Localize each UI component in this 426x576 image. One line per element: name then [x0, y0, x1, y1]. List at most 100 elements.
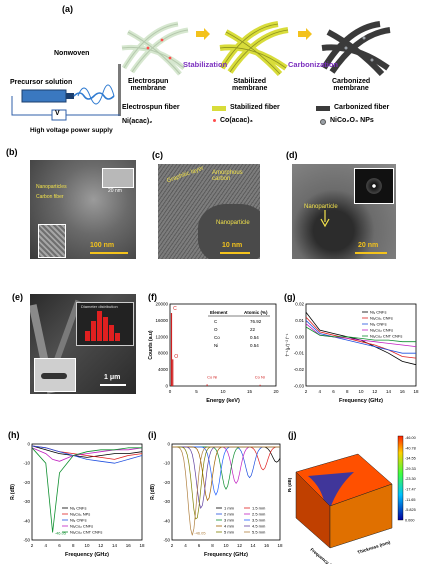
panel-j-colorbar-tick: -40.78 [405, 446, 416, 450]
panel-g-x-tick-label: 14 [386, 389, 392, 394]
panel-g-x-tick-label: 6 [332, 389, 335, 394]
panel-f-peak-coni-1-label: Co Ni [207, 375, 217, 380]
panel-a: (a) Precursor solution Nonwoven V High v… [0, 0, 426, 142]
panel-b-note-nanoparticles: Nanoparticles [36, 184, 67, 190]
high-voltage-label: High voltage power supply [30, 127, 113, 134]
panel-h-legend-entry: Ni₁Co₁ NPs [70, 512, 90, 517]
panel-f-x-tick-label: 10 [220, 389, 226, 394]
panel-h-x-tick-label: 16 [126, 543, 132, 548]
panel-f-x-tick-label: 15 [247, 389, 253, 394]
legend-co-acac-dot [213, 119, 216, 122]
panel-h-y-tick-label: -50 [23, 538, 30, 543]
panel-j-label: (j) [288, 430, 297, 440]
panel-i-x-tick-label: 2 [171, 543, 174, 548]
legend-co-acac: Co(acac)₃ [220, 117, 253, 124]
panel-i-rl-thickness-chart: 0 -10 -20 -30 -40 -502 4 6 8 10 12 14 16 18 Rₗ (dB) Fre… [150, 442, 283, 559]
panel-i-x-tick-label: 18 [277, 543, 283, 548]
panel-f-y-tick-label: 8000 [158, 351, 169, 356]
panel-g-x-axis-label: Frequency (GHz) [339, 398, 383, 404]
electrospinning-setup-diagram [11, 64, 121, 121]
panel-b-tem-image: Nanoparticles Carbon fiber 20 nm [30, 160, 136, 259]
panel-a-label: (a) [62, 4, 73, 14]
legend-electrospun-fiber: Electrospun fiber [122, 104, 180, 111]
panel-i-y-tick-label: -50 [163, 538, 170, 543]
panel-f-label: (f) [148, 292, 157, 302]
panel-i-min-label: -46.05 [194, 530, 206, 535]
panel-i-plot-frame [171, 443, 281, 541]
panel-g-legend-entry: Ni₁ CNFs [370, 310, 386, 315]
panel-i-x-tick-label: 14 [250, 543, 256, 548]
panel-i-y-tick-label: -40 [163, 518, 170, 523]
panel-g-label: (g) [284, 292, 296, 302]
panel-h-y-axis-label: Rₗ (dB) [10, 484, 16, 500]
panel-i-x-tick-label: 8 [211, 543, 214, 548]
panel-g-x-tick-label: 18 [413, 389, 419, 394]
panel-f-y-axis-label: Counts (a.u) [148, 330, 154, 359]
panel-e-scale-text: 1 μm [104, 374, 121, 381]
panel-f-table-cell-atomic: 0.54 [250, 335, 259, 340]
panel-b-scale-text: 100 nm [90, 242, 115, 249]
panel-d-label: (d) [286, 150, 298, 160]
legend-carbonized-swatch [316, 106, 330, 111]
panel-f-table-cell-element: C [214, 319, 218, 324]
panel-c-graphitic-label: Graphitic layer [166, 165, 205, 185]
panel-g-y-tick-label: 0.01 [295, 318, 304, 323]
panel-b-label: (b) [6, 147, 18, 157]
carbonized-membrane-diagram [321, 21, 391, 76]
panel-g-legend-entry: Ni₁Co₁ CNFs [370, 316, 393, 321]
panel-i-legend-entry: 1.5 mm [252, 506, 266, 511]
panel-j-colorbar-tick: -34.55 [405, 457, 416, 461]
panel-f-table-cell-atomic: 76.92 [250, 319, 262, 324]
panel-g-c0-chart: 0.02 0.01 0.00 -0.01 -0.02 -0.032 4 6 8 10 12 14 16 1… [285, 302, 419, 405]
panel-g-y-tick-label: 0.02 [295, 302, 304, 307]
panel-h-legend-entry: Ni₁Co₂ CNT CNFs [70, 530, 102, 535]
panel-h-y-tick-label: -10 [23, 461, 30, 466]
panel-i-y-axis-label: Rₗ (dB) [150, 484, 156, 500]
panel-j-colorbar-tick: -17.47 [405, 488, 416, 492]
panel-h-series-line [31, 445, 143, 464]
electrospun-membrane-label: Electrospun membrane [128, 78, 169, 92]
panel-j-3d-surface: Frequency (GHz) Thickness (mm) Rₗ (dB) -46.… [288, 435, 416, 564]
panel-g-x-tick-label: 16 [400, 389, 406, 394]
panel-d-hrtem-image: Nanoparticle [292, 164, 396, 259]
panel-h-x-tick-label: 6 [58, 543, 61, 548]
panel-b-inset-scale: 20 nm [108, 188, 122, 194]
panel-f-x-tick-label: 20 [273, 389, 279, 394]
panel-g-y-axis-label: f'⁻¹(μ')⁻² f⁻¹ [285, 333, 290, 356]
panel-f-table-cell-element: Ni [214, 343, 218, 348]
panel-e-sem-image: Diameter distribution 1 μm [30, 294, 136, 394]
panel-h-min-label: -46.05 [55, 530, 67, 535]
panel-i-series-line [172, 446, 280, 536]
panel-c-label: (c) [152, 150, 163, 160]
panel-g-series-line [305, 316, 417, 359]
panel-h-x-tick-label: 12 [98, 543, 104, 548]
panel-g-legend-entry: Ni₁Co₂ CNFs [370, 328, 393, 333]
carbonized-membrane-label: Carbonized membrane [332, 78, 371, 92]
precursor-solution-label: Precursor solution [10, 79, 73, 86]
panel-f-peak-coni-2-label: Co Ni [255, 375, 265, 380]
panel-g-legend-entry: Ni₁Co₂ CNT CNFs [370, 334, 402, 339]
panel-h-label: (h) [8, 430, 20, 440]
panel-g-y-tick-label: -0.02 [294, 367, 305, 372]
panel-f-x-tick-label: 5 [195, 389, 198, 394]
panel-b-scale-bar [90, 252, 128, 254]
panel-f-table-cell-element: O [214, 327, 218, 332]
panel-j-colorbar [397, 435, 404, 521]
panel-f-eds-chart: 20000 16000 12000 8000 4000 00 5 10 15 20 Counts (… [148, 302, 279, 405]
panel-i-legend-entry: 5.5 mm [252, 530, 266, 535]
panel-i-legend-entry: 3 mm [224, 518, 235, 523]
panel-h-x-tick-label: 10 [84, 543, 90, 548]
panel-j-surface-side-right [329, 483, 393, 549]
panel-i-legend-entry: 1 mm [224, 506, 235, 511]
stabilized-membrane-label: Stabilized membrane [232, 78, 268, 92]
panel-i-x-tick-label: 4 [184, 543, 187, 548]
panel-i-x-tick-label: 6 [198, 543, 201, 548]
panel-h-y-tick-label: -30 [23, 499, 30, 504]
carbonization-arrow-icon [298, 28, 312, 40]
panel-g-series-line [305, 326, 416, 343]
panel-f-x-axis-label: Energy (keV) [206, 398, 240, 404]
panel-h-series-line [31, 447, 142, 533]
panel-i-x-tick-label: 16 [264, 543, 270, 548]
panel-i-series-line [172, 446, 280, 485]
panel-g-legend-entry: Ni₂ CNFs [370, 322, 387, 327]
